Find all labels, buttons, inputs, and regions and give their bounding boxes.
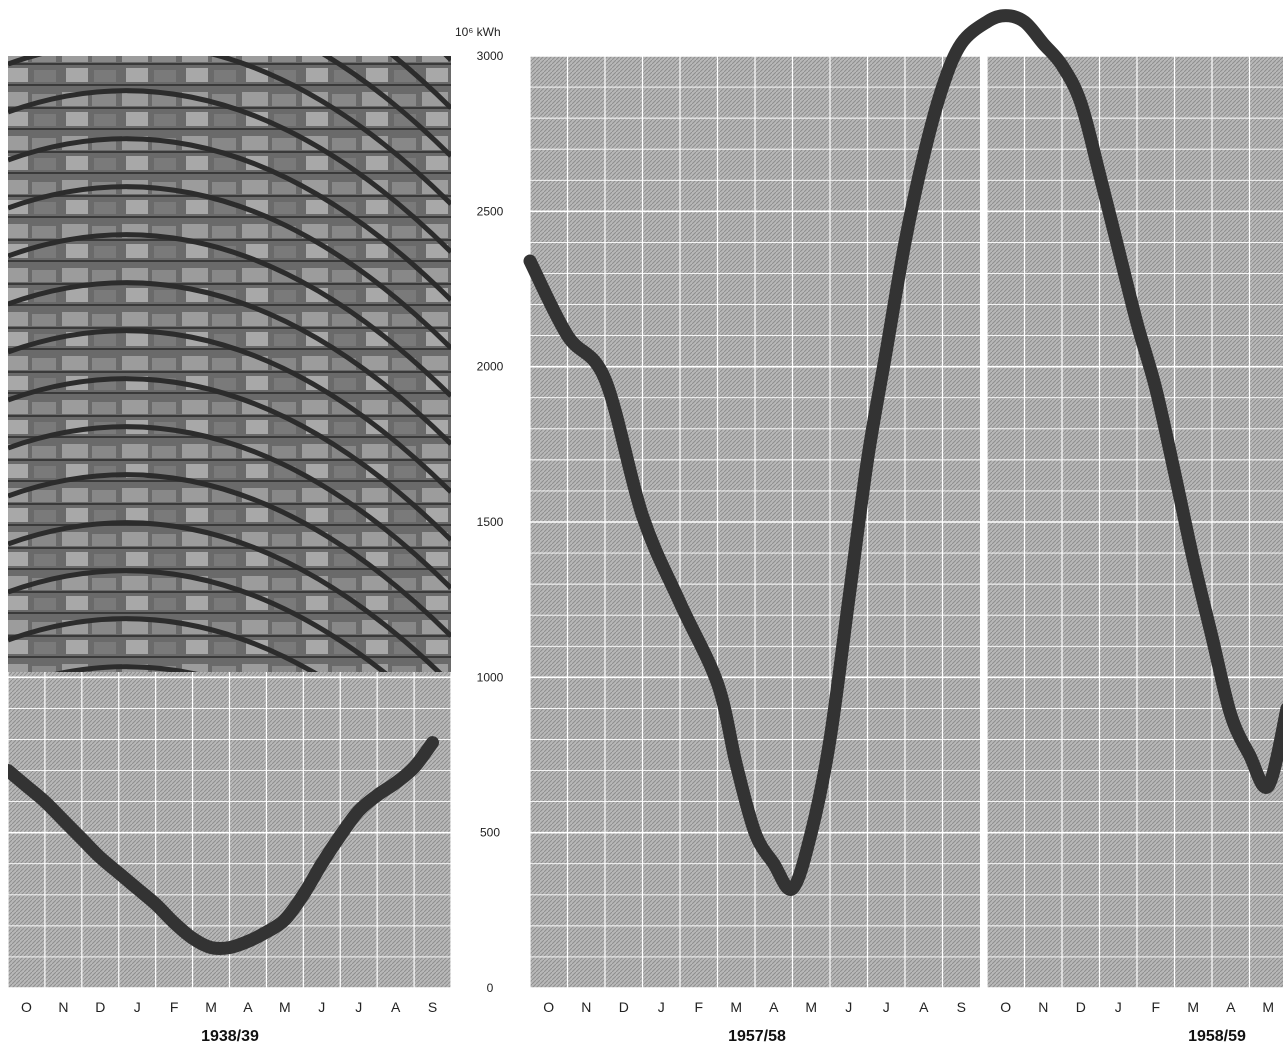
x-tick-label: A bbox=[769, 999, 779, 1015]
x-tick-label: J bbox=[134, 999, 141, 1015]
x-tick-label: F bbox=[694, 999, 703, 1015]
x-tick-label: F bbox=[1151, 999, 1160, 1015]
x-tick-label: A bbox=[1226, 999, 1236, 1015]
x-tick-label: D bbox=[1076, 999, 1086, 1015]
y-tick-label: 500 bbox=[480, 826, 500, 840]
y-tick-label: 3000 bbox=[477, 49, 504, 63]
season-divider bbox=[980, 56, 987, 988]
right-grid bbox=[529, 55, 1283, 989]
x-tick-label: J bbox=[1115, 999, 1122, 1015]
y-axis-unit: 10⁶ kWh bbox=[455, 25, 501, 39]
x-tick-label: O bbox=[1000, 999, 1011, 1015]
x-tick-label: F bbox=[170, 999, 179, 1015]
x-tick-label: D bbox=[619, 999, 629, 1015]
x-tick-label: O bbox=[21, 999, 32, 1015]
right-series-line bbox=[523, 9, 1283, 896]
x-tick-label: M bbox=[1262, 999, 1274, 1015]
dam-photo bbox=[8, 56, 451, 672]
x-tick-label: J bbox=[318, 999, 325, 1015]
x-tick-label: M bbox=[730, 999, 742, 1015]
x-tick-label: N bbox=[1038, 999, 1048, 1015]
x-tick-label: M bbox=[805, 999, 817, 1015]
season-label-1938-39: 1938/39 bbox=[201, 1028, 259, 1045]
y-tick-label: 1000 bbox=[477, 670, 504, 684]
x-tick-label: J bbox=[845, 999, 852, 1015]
x-tick-label: D bbox=[95, 999, 105, 1015]
right-chart bbox=[523, 9, 1283, 989]
season-label-1957-58: 1957/58 bbox=[728, 1028, 786, 1045]
x-tick-label: S bbox=[957, 999, 966, 1015]
season-label-1958-59: 1958/59 bbox=[1188, 1028, 1246, 1045]
y-tick-label: 2500 bbox=[477, 204, 504, 218]
x-tick-label: M bbox=[279, 999, 291, 1015]
x-tick-label: J bbox=[355, 999, 362, 1015]
x-tick-label: A bbox=[391, 999, 401, 1015]
y-tick-label: 2000 bbox=[477, 360, 504, 374]
y-tick-label: 0 bbox=[487, 981, 494, 995]
x-tick-label: O bbox=[543, 999, 554, 1015]
left-series-line bbox=[8, 736, 440, 956]
x-tick-label: M bbox=[1187, 999, 1199, 1015]
y-tick-label: 1500 bbox=[477, 515, 504, 529]
x-tick-label: N bbox=[581, 999, 591, 1015]
x-tick-label: J bbox=[883, 999, 890, 1015]
x-tick-label: S bbox=[428, 999, 437, 1015]
x-tick-label: M bbox=[205, 999, 217, 1015]
x-tick-label: J bbox=[658, 999, 665, 1015]
x-tick-label: A bbox=[919, 999, 929, 1015]
left-chart bbox=[7, 55, 452, 989]
x-tick-label: A bbox=[243, 999, 253, 1015]
x-tick-label: N bbox=[58, 999, 68, 1015]
y-axis: 10⁶ kWh 0 500 1000 1500 2000 2500 3000 bbox=[455, 25, 504, 995]
